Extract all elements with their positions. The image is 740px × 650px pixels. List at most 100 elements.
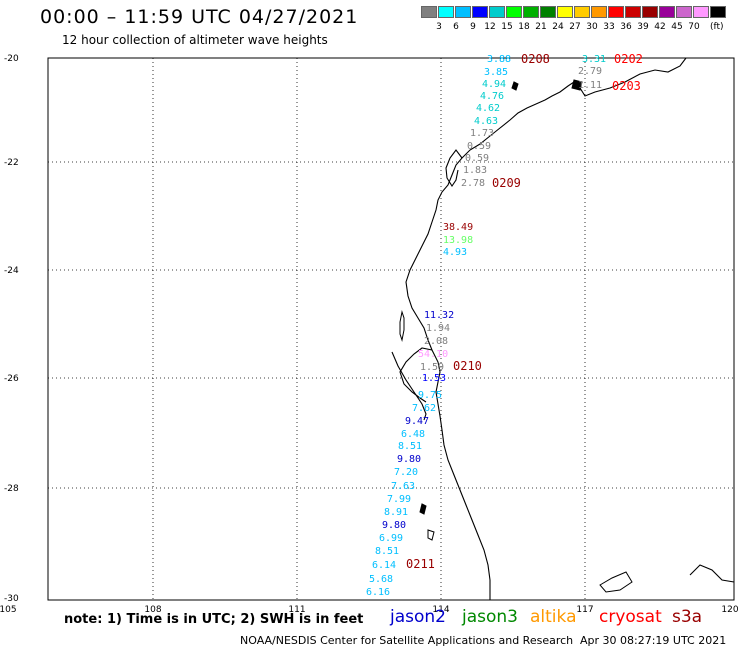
lon-label: 105 xyxy=(0,605,17,615)
color-scale-tick: 24 xyxy=(552,22,564,32)
pass-label: 0211 xyxy=(406,557,435,571)
wave-height-label: 3.31 xyxy=(582,54,606,65)
color-scale-tick: 27 xyxy=(569,22,581,32)
credit-text: NOAA/NESDIS Center for Satellite Applica… xyxy=(240,634,574,647)
pass-labels: 0208 0202 0203 0209 0210 0211 xyxy=(406,52,643,571)
wave-height-label: 5.68 xyxy=(369,574,393,585)
color-scale-tick: 70 xyxy=(688,22,700,32)
wave-height-label: 3.88 xyxy=(487,54,511,65)
coastline-headland xyxy=(445,149,463,188)
wave-height-label: 4.76 xyxy=(480,91,504,102)
wave-height-label: 3.85 xyxy=(484,67,508,78)
wave-height-label: 0.59 xyxy=(467,141,491,152)
color-scale-tick: 36 xyxy=(620,22,632,32)
wave-height-label: 1.83 xyxy=(463,165,487,176)
lon-label: 111 xyxy=(288,605,305,615)
color-scale-swatch xyxy=(642,6,658,18)
color-scale-swatch xyxy=(676,6,692,18)
wave-height-label: 54.10 xyxy=(418,349,448,360)
satellite-legend-item: jason3 xyxy=(462,607,518,627)
coastline-east xyxy=(689,564,735,583)
color-scale-swatch xyxy=(659,6,675,18)
color-scale-swatch xyxy=(710,6,726,18)
island xyxy=(419,503,427,515)
wave-height-labels: 3.883.854.944.764.624.631.730.590.591.83… xyxy=(366,54,606,598)
lon-label: 120 xyxy=(721,605,738,615)
wave-height-label: 6.16 xyxy=(366,587,390,598)
units-note: note: 1) Time is in UTC; 2) SWH is in fe… xyxy=(64,612,364,627)
color-scale-swatch xyxy=(438,6,454,18)
color-scale-swatch xyxy=(472,6,488,18)
lon-label: 117 xyxy=(576,605,593,615)
color-scale-tick: 18 xyxy=(518,22,530,32)
wave-height-label: 8.51 xyxy=(398,441,422,452)
color-scale-swatch xyxy=(489,6,505,18)
coastline-bay xyxy=(399,347,433,403)
pass-label: 0209 xyxy=(492,176,521,190)
wave-height-label: 1.73 xyxy=(470,128,494,139)
color-scale-unit: (ft) xyxy=(710,22,724,32)
color-scale-swatch xyxy=(625,6,641,18)
wave-height-label: 1.94 xyxy=(426,323,450,334)
color-scale-swatch xyxy=(421,6,437,18)
color-scale-tick: 21 xyxy=(535,22,547,32)
island xyxy=(511,81,519,91)
lat-label: -24 xyxy=(4,266,19,276)
wave-height-label: 4.94 xyxy=(482,79,506,90)
wave-height-label: 9.80 xyxy=(397,454,421,465)
latitude-labels: -20 -22 -24 -26 -28 -30 xyxy=(4,54,19,604)
island xyxy=(571,79,583,91)
color-scale-swatch xyxy=(506,6,522,18)
color-scale-swatch xyxy=(523,6,539,18)
lat-label: -20 xyxy=(4,54,19,64)
satellite-legend-item: s3a xyxy=(672,607,703,627)
wave-height-label: 13.98 xyxy=(443,235,473,246)
wave-height-label: 1.53 xyxy=(422,373,446,384)
lat-label: -22 xyxy=(4,158,19,168)
color-scale-swatch xyxy=(574,6,590,18)
pass-label: 0210 xyxy=(453,359,482,373)
lon-label: 108 xyxy=(144,605,161,615)
wave-height-label: 7.99 xyxy=(387,494,411,505)
satellite-legend-item: altika xyxy=(530,607,577,627)
wave-height-label: 7.20 xyxy=(394,467,418,478)
coastline-east xyxy=(599,571,633,593)
wave-height-label: 8.51 xyxy=(375,546,399,557)
wave-height-label: 9.47 xyxy=(405,416,429,427)
satellite-legend-item: cryosat xyxy=(599,607,662,627)
peninsula xyxy=(391,351,427,421)
color-scale-tick: 39 xyxy=(637,22,649,32)
lon-label: 114 xyxy=(432,605,449,615)
wave-height-label: 0.59 xyxy=(465,153,489,164)
island xyxy=(427,529,435,541)
wave-height-label: 38.49 xyxy=(443,222,473,233)
map-subtitle: 12 hour collection of altimeter wave hei… xyxy=(62,33,328,47)
lat-label: -26 xyxy=(4,374,19,384)
color-scale-tick: 45 xyxy=(671,22,683,32)
wave-height-label: 8.91 xyxy=(384,507,408,518)
satellite-legend-item: jason2 xyxy=(390,607,446,627)
island xyxy=(399,310,405,342)
pass-label: 0208 xyxy=(521,52,550,66)
timestamp-text: Apr 30 08:27:19 UTC 2021 xyxy=(580,634,727,647)
wave-height-label: 9.75 xyxy=(418,390,442,401)
wave-height-label: 6.99 xyxy=(379,533,403,544)
lat-label: -30 xyxy=(4,594,19,604)
wave-height-label: 1.59 xyxy=(420,362,444,373)
map-frame xyxy=(47,57,735,601)
color-scale-tick: 12 xyxy=(484,22,496,32)
color-scale-tick: 9 xyxy=(470,22,476,32)
color-scale-swatch xyxy=(455,6,471,18)
color-scale-swatch xyxy=(693,6,709,18)
wave-height-label: 11.32 xyxy=(424,310,454,321)
color-scale-swatch xyxy=(540,6,556,18)
lat-label: -28 xyxy=(4,484,19,494)
color-scale-swatch xyxy=(591,6,607,18)
wave-height-label: 4.63 xyxy=(474,116,498,127)
wave-height-label: 9.80 xyxy=(382,520,406,531)
pass-label: 0203 xyxy=(612,79,641,93)
footer: NOAA/NESDIS Center for Satellite Applica… xyxy=(240,634,726,647)
wave-height-label: 6.14 xyxy=(372,560,396,571)
color-scale-tick: 3 xyxy=(436,22,442,32)
